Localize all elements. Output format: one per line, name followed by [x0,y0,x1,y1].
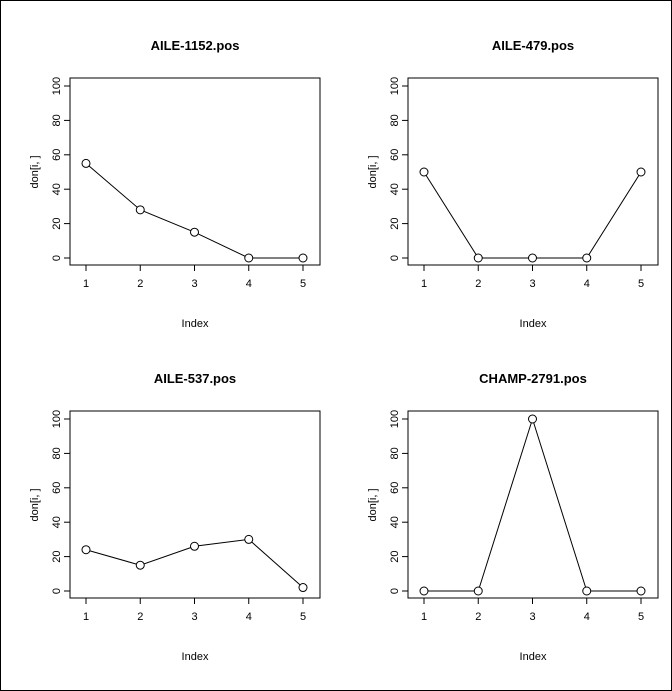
panel-1: AILE-1152.pos 1 2 3 4 5 0 20 40 60 80 100 Index don[i… [29,38,321,330]
y-tick-label: 80 [389,114,401,126]
y-tick-label: 20 [51,217,63,229]
data-point [473,586,483,596]
y-axis-label: don[i, ] [367,488,379,521]
x-tick-label: 5 [638,611,644,623]
y-tick-label: 80 [389,447,401,459]
x-axis-label: Index [520,318,547,330]
y-axis-label: don[i, ] [367,155,379,188]
x-tick-label: 3 [529,278,535,290]
y-tick-label: 0 [51,588,63,594]
y-tick-label: 40 [389,183,401,195]
y-tick-label: 40 [389,516,401,528]
data-point [419,167,429,177]
x-tick-label: 4 [246,611,252,623]
y-tick-label: 60 [389,149,401,161]
x-tick-label: 3 [191,611,197,623]
x-tick-label: 1 [83,611,89,623]
data-point [244,534,254,544]
x-tick-label: 4 [584,278,590,290]
panel-title: AILE-479.pos [492,38,574,53]
y-tick-label: 80 [51,114,63,126]
data-point [473,253,483,263]
data-point [636,586,646,596]
plot-box [407,77,659,266]
x-tick-label: 4 [246,278,252,290]
y-tick-label: 0 [389,588,401,594]
data-point [298,583,308,593]
data-point [244,253,254,263]
x-tick-label: 3 [529,611,535,623]
x-axis-label: Index [520,651,547,663]
plot-box [69,77,321,266]
data-point [419,586,429,596]
y-tick-label: 100 [51,77,63,95]
x-tick-label: 3 [191,278,197,290]
data-point [190,227,199,237]
x-axis-label: Index [182,651,209,663]
data-point [528,253,537,263]
panel-4: CHAMP-2791.pos 1 2 3 4 5 0 20 40 60 80 100 Index don[… [367,371,659,663]
x-axis-label: Index [182,318,209,330]
y-axis-label: don[i, ] [29,155,41,188]
data-point [135,205,145,215]
series-line [423,171,642,259]
series-line [424,417,641,592]
y-tick-label: 100 [389,77,401,95]
y-tick-label: 40 [51,183,63,195]
x-tick-label: 5 [300,278,306,290]
x-tick-label: 1 [421,278,427,290]
x-tick-label: 2 [475,278,481,290]
panel-3: AILE-537.pos 1 2 3 4 5 0 20 40 60 80 100 Index don[i,… [29,371,321,663]
series-line [85,163,303,259]
panel-title: AILE-1152.pos [151,38,240,53]
x-tick-label: 2 [475,611,481,623]
data-point [528,414,537,424]
y-tick-label: 20 [389,550,401,562]
panel-title: CHAMP-2791.pos [479,371,587,386]
data-point [636,167,646,177]
y-tick-label: 80 [51,447,63,459]
y-tick-label: 20 [51,550,63,562]
x-tick-label: 1 [421,611,427,623]
x-tick-label: 1 [83,278,89,290]
y-tick-label: 100 [51,410,63,428]
y-axis-label: don[i, ] [29,488,41,521]
y-tick-label: 60 [51,482,63,494]
y-tick-label: 40 [51,516,63,528]
x-tick-label: 4 [584,611,590,623]
y-tick-label: 100 [389,410,401,428]
data-point [81,158,91,168]
y-tick-label: 60 [51,149,63,161]
x-tick-label: 2 [137,611,143,623]
y-tick-label: 0 [51,255,63,261]
data-point [298,253,308,263]
x-tick-label: 2 [137,278,143,290]
data-point [582,586,592,596]
panel-2: AILE-479.pos 1 2 3 4 5 0 20 40 60 80 100 Index don[i,… [367,38,659,330]
data-point [582,253,592,263]
data-point [190,541,199,551]
y-tick-label: 60 [389,482,401,494]
y-tick-label: 20 [389,217,401,229]
data-point [81,545,91,555]
data-point [135,560,145,570]
panel-title: AILE-537.pos [154,371,236,386]
x-tick-label: 5 [300,611,306,623]
x-tick-label: 5 [638,278,644,290]
y-tick-label: 0 [389,255,401,261]
plot-box [407,410,659,599]
